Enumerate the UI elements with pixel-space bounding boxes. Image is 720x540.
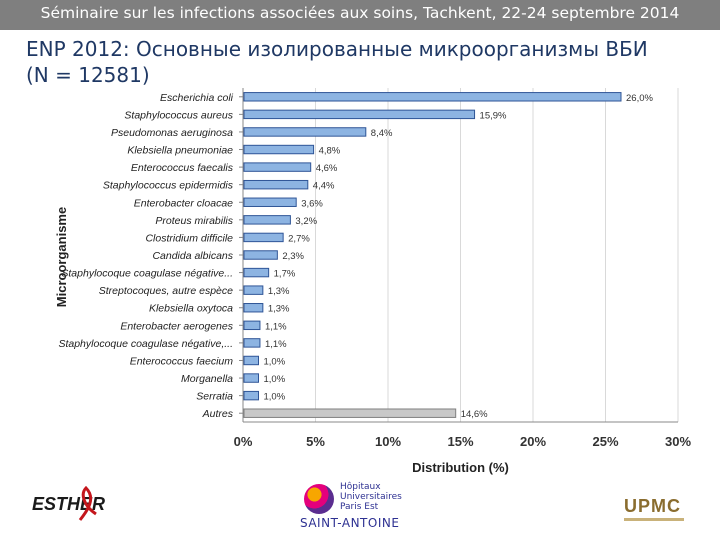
y-category-label: Escherichia coli (160, 92, 234, 104)
bar-value-label: 3,2% (295, 216, 317, 227)
x-tick-label: 15% (447, 434, 473, 449)
bar-value-label: 1,1% (265, 339, 287, 350)
bar-value-label: 4,4% (313, 181, 335, 192)
x-tick-label: 30% (665, 434, 691, 449)
y-category-label: Klebsiella pneumoniae (127, 145, 233, 157)
bar-value-label: 4,6% (316, 163, 338, 174)
y-category-label: Pseudomonas aeruginosa (111, 127, 233, 139)
bar-value-label: 3,6% (301, 198, 323, 209)
header-band (0, 0, 720, 30)
y-category-label: Staphylocoque coagulase négative,... (58, 338, 233, 350)
bar (243, 250, 278, 260)
bar-value-label: 1,3% (268, 304, 290, 315)
bar (243, 285, 264, 295)
hopitaux-line-3: Paris Est (340, 502, 379, 512)
x-axis-title: Distribution (%) (412, 460, 509, 475)
bar (243, 338, 261, 348)
upmc-logo: UPMC (624, 496, 694, 526)
globe-icon (304, 484, 334, 514)
bar-value-label: 4,8% (319, 146, 341, 157)
bar (243, 109, 476, 120)
bar (243, 179, 309, 190)
bar-value-label: 1,1% (265, 321, 287, 332)
bar-value-label: 14,6% (461, 409, 488, 420)
x-tick-label: 0% (234, 434, 253, 449)
bar (243, 127, 367, 137)
x-tick-label: 25% (592, 434, 618, 449)
y-category-label: Klebsiella oxytoca (149, 303, 233, 315)
bar-value-label: 2,7% (288, 233, 310, 244)
hopitaux-line-2: Universitaires (340, 492, 402, 502)
y-category-label: Streptocoques, autre espèce (99, 285, 233, 297)
bar (243, 144, 315, 155)
hopitaux-line-1: Hôpitaux (340, 482, 381, 492)
slide-title: ENP 2012: Основные изолированные микроор… (26, 37, 648, 87)
y-axis-title: Microorganisme (54, 207, 69, 307)
bar (243, 267, 270, 278)
y-category-label: Enterobacter aerogenes (120, 320, 233, 332)
bar (243, 197, 297, 207)
bar (243, 232, 284, 243)
y-category-label: Staphylococcus aureus (124, 109, 233, 121)
y-category-label: Morganella (181, 373, 233, 385)
x-tick-label: 20% (520, 434, 546, 449)
upmc-underline (624, 518, 684, 521)
bar-value-label: 15,9% (480, 110, 507, 121)
hopitaux-saint-antoine-logo: Hôpitaux Universitaires Paris Est SAINT-… (300, 482, 410, 532)
bar-value-label: 1,3% (268, 286, 290, 297)
bar-value-label: 8,4% (371, 128, 393, 139)
esther-ribbon-icon (78, 485, 97, 521)
x-tick-label: 10% (375, 434, 401, 449)
y-category-label: Serratia (196, 391, 233, 403)
y-category-label: Enterococcus faecalis (131, 162, 234, 174)
y-category-label: Proteus mirabilis (155, 215, 233, 227)
y-category-label: Staphylocoque coagulase négative... (61, 268, 233, 280)
bar (243, 215, 291, 225)
bar-value-label: 1,7% (274, 269, 296, 280)
hopitaux-lines: Hôpitaux Universitaires Paris Est (340, 482, 402, 512)
bar (243, 408, 457, 418)
seminar-header: Séminaire sur les infections associées a… (40, 4, 680, 22)
bar (243, 373, 259, 383)
y-category-label: Staphylococcus epidermidis (103, 180, 234, 192)
bar (243, 303, 264, 313)
bar (243, 162, 312, 172)
bar-value-label: 1,0% (264, 392, 286, 403)
bar-value-label: 1,0% (264, 356, 286, 367)
bar-value-label: 2,3% (282, 251, 304, 262)
bar (243, 355, 259, 366)
x-tick-label: 5% (306, 434, 325, 449)
bar (243, 92, 622, 102)
bar (243, 320, 261, 331)
bar-value-label: 1,0% (264, 374, 286, 385)
bar-value-label: 26,0% (626, 93, 653, 104)
y-category-label: Enterococcus faecium (130, 355, 234, 367)
upmc-logo-text: UPMC (624, 496, 681, 516)
y-category-label: Clostridium difficile (145, 232, 233, 244)
y-category-label: Candida albicans (152, 250, 233, 262)
y-category-label: Enterobacter cloacae (134, 197, 233, 209)
saint-antoine-text: SAINT-ANTOINE (300, 516, 400, 530)
bar (243, 390, 259, 401)
esther-logo: ESTHER (30, 482, 105, 526)
y-category-label: Autres (202, 408, 234, 420)
